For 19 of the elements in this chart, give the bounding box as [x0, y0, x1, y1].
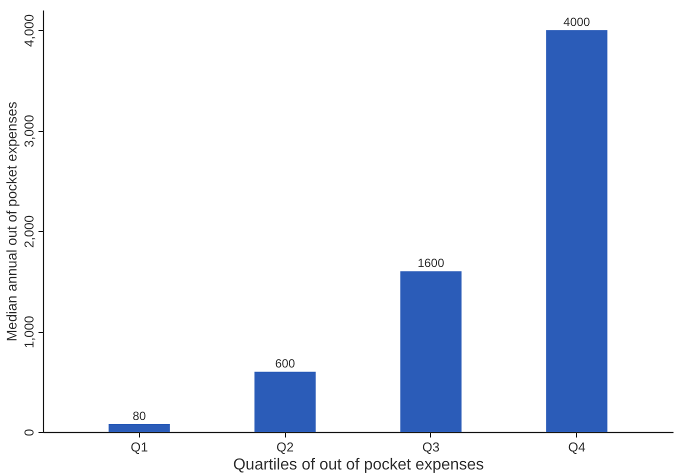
bar — [108, 424, 170, 432]
data-label: 4000 — [563, 15, 590, 30]
data-label: 1600 — [418, 256, 445, 270]
x-axis-title: Quartiles of out of pocket expenses — [233, 456, 484, 474]
x-tick-label: Q1 — [130, 440, 148, 454]
x-tick-label: Q2 — [276, 440, 294, 454]
y-tick-label: 4,000 — [22, 14, 36, 47]
y-tick-label: 1,000 — [22, 316, 36, 348]
data-label: 80 — [132, 408, 146, 423]
y-axis-title: Median annual out of pocket expenses — [4, 102, 20, 342]
data-label: 600 — [275, 356, 296, 371]
bar — [254, 372, 316, 432]
y-tick-label: 3,000 — [22, 114, 36, 148]
x-tick-label: Q3 — [422, 440, 440, 454]
y-tick-label: 0 — [22, 428, 36, 436]
y-tick-label: 2,000 — [22, 215, 36, 248]
x-tick-label: Q4 — [568, 440, 586, 454]
bar — [546, 30, 608, 432]
bar — [400, 271, 462, 432]
